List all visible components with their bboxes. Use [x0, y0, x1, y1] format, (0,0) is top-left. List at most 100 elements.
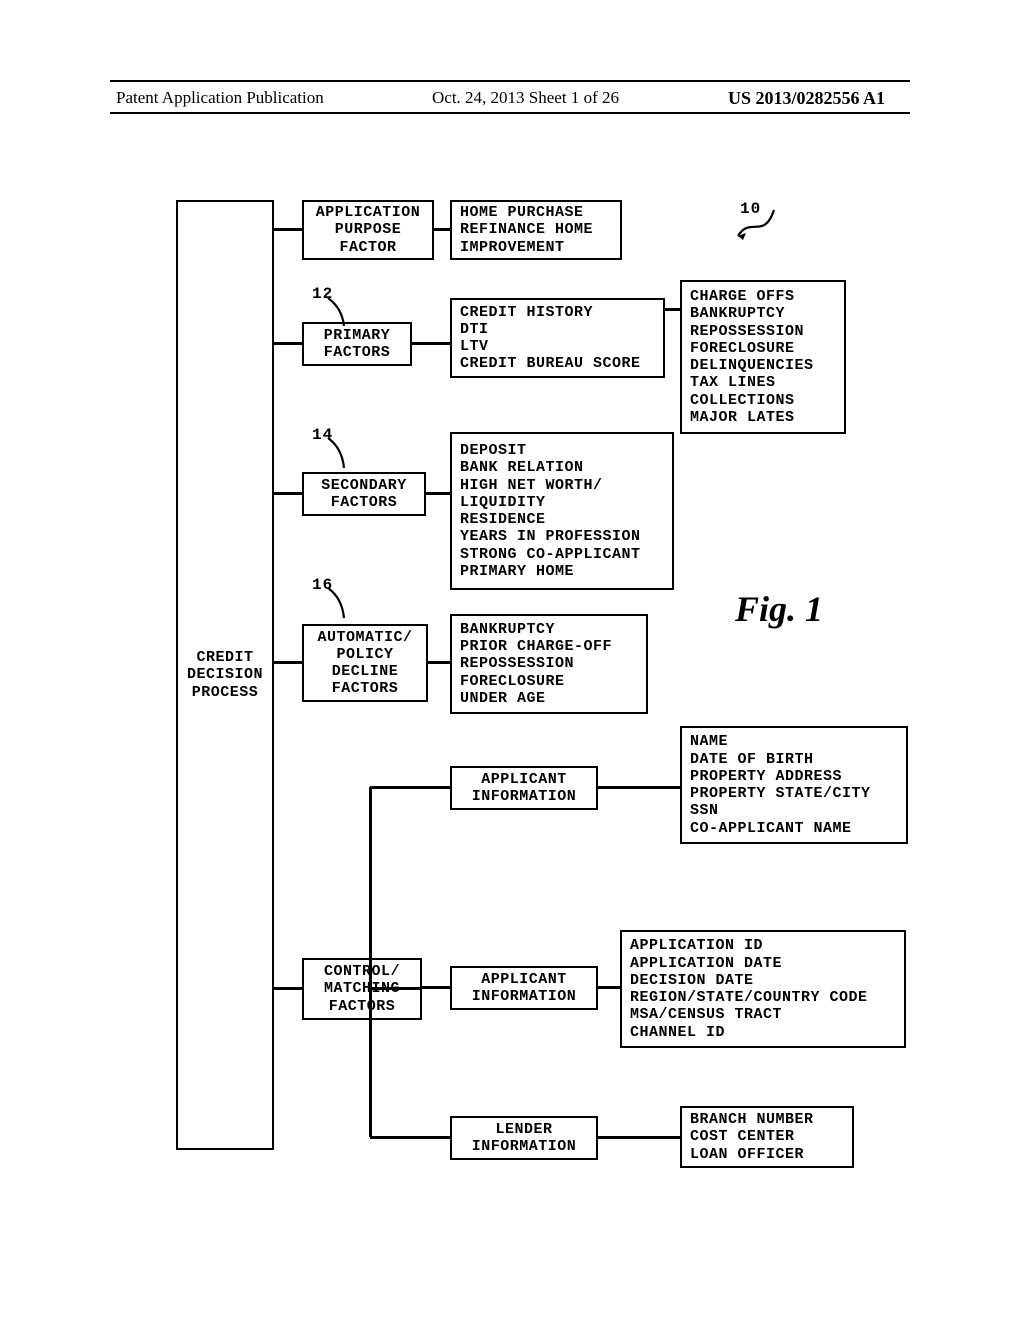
- box-line: UNDER AGE: [460, 690, 546, 707]
- box-line: APPLICANT: [481, 771, 567, 788]
- box-line: DEPOSIT: [460, 442, 527, 459]
- box-line: BRANCH NUMBER: [690, 1111, 814, 1128]
- box-primary_list: CREDIT HISTORYDTILTVCREDIT BUREAU SCORE: [450, 298, 665, 378]
- box-appinfo2: APPLICANTINFORMATION: [450, 966, 598, 1010]
- box-line: BANKRUPTCY: [690, 305, 785, 322]
- box-app_purpose_list: HOME PURCHASEREFINANCE HOMEIMPROVEMENT: [450, 200, 622, 260]
- box-line: TAX LINES: [690, 374, 776, 391]
- box-line: PRIMARY HOME: [460, 563, 574, 580]
- box-secondary_list: DEPOSITBANK RELATIONHIGH NET WORTH/LIQUI…: [450, 432, 674, 590]
- box-line: COST CENTER: [690, 1128, 795, 1145]
- box-line: SECONDARY: [321, 477, 407, 494]
- connector: [434, 228, 450, 231]
- box-line: APPLICATION: [316, 204, 421, 221]
- box-line: PROPERTY STATE/CITY: [690, 785, 871, 802]
- box-line: LTV: [460, 338, 489, 355]
- box-line: FACTORS: [331, 494, 398, 511]
- box-line: CONTROL/: [324, 963, 400, 980]
- box-line: CHARGE OFFS: [690, 288, 795, 305]
- connector: [369, 787, 372, 987]
- box-line: REGION/STATE/COUNTRY CODE: [630, 989, 868, 1006]
- box-line: AUTOMATIC/: [317, 629, 412, 646]
- box-line: DATE OF BIRTH: [690, 751, 814, 768]
- box-line: PROPERTY ADDRESS: [690, 768, 842, 785]
- connector: [426, 492, 450, 495]
- connector: [428, 661, 450, 664]
- box-line: LIQUIDITY: [460, 494, 546, 511]
- box-line: COLLECTIONS: [690, 392, 795, 409]
- header-pub-label: Patent Application Publication: [116, 88, 324, 108]
- connector: [598, 1136, 680, 1139]
- box-line: PURPOSE: [335, 221, 402, 238]
- box-line: NAME: [690, 733, 728, 750]
- refnum-lead-r16: [328, 588, 358, 618]
- connector: [274, 228, 302, 231]
- header-date-label: Oct. 24, 2013 Sheet 1 of 26: [432, 88, 619, 108]
- patent-figure-page: Patent Application Publication Oct. 24, …: [0, 0, 1024, 1320]
- connector: [412, 342, 450, 345]
- connector: [274, 492, 302, 495]
- box-line: MSA/CENSUS TRACT: [630, 1006, 782, 1023]
- connector: [598, 986, 620, 989]
- box-line: PRIMARY: [324, 327, 391, 344]
- box-line: RESIDENCE: [460, 511, 546, 528]
- figure-label: Fig. 1: [735, 588, 823, 630]
- box-line: CREDIT HISTORY: [460, 304, 593, 321]
- connector: [370, 786, 450, 789]
- box-line: REFINANCE HOME: [460, 221, 593, 238]
- box-line: CHANNEL ID: [630, 1024, 725, 1041]
- box-line: DECISION: [187, 666, 263, 683]
- box-line: LENDER: [495, 1121, 552, 1138]
- box-line: IMPROVEMENT: [460, 239, 565, 256]
- box-line: APPLICATION ID: [630, 937, 763, 954]
- box-line: BANKRUPTCY: [460, 621, 555, 638]
- box-line: FACTORS: [332, 680, 399, 697]
- connector: [422, 986, 450, 989]
- refnum-lead-r10: [738, 206, 778, 242]
- box-line: PRIOR CHARGE-OFF: [460, 638, 612, 655]
- box-line: YEARS IN PROFESSION: [460, 528, 641, 545]
- box-primary: PRIMARYFACTORS: [302, 322, 412, 366]
- box-line: BANK RELATION: [460, 459, 584, 476]
- box-line: DELINQUENCIES: [690, 357, 814, 374]
- box-line: FACTORS: [329, 998, 396, 1015]
- box-line: CREDIT BUREAU SCORE: [460, 355, 641, 372]
- box-line: INFORMATION: [472, 1138, 577, 1155]
- box-line: STRONG CO-APPLICANT: [460, 546, 641, 563]
- box-appinfo1_list: NAMEDATE OF BIRTHPROPERTY ADDRESSPROPERT…: [680, 726, 908, 844]
- box-line: CREDIT: [196, 649, 253, 666]
- connector: [274, 342, 302, 345]
- box-line: DECLINE: [332, 663, 399, 680]
- connector: [598, 786, 680, 789]
- box-line: HOME PURCHASE: [460, 204, 584, 221]
- box-decline: AUTOMATIC/POLICYDECLINEFACTORS: [302, 624, 428, 702]
- box-line: FACTORS: [324, 344, 391, 361]
- box-line: LOAN OFFICER: [690, 1146, 804, 1163]
- box-line: APPLICANT: [481, 971, 567, 988]
- box-line: FORECLOSURE: [460, 673, 565, 690]
- box-secondary: SECONDARYFACTORS: [302, 472, 426, 516]
- box-line: POLICY: [336, 646, 393, 663]
- box-line: FORECLOSURE: [690, 340, 795, 357]
- box-line: MAJOR LATES: [690, 409, 795, 426]
- box-appinfo1: APPLICANTINFORMATION: [450, 766, 598, 810]
- box-lender: LENDERINFORMATION: [450, 1116, 598, 1160]
- connector: [665, 308, 680, 311]
- box-chargeoffs: CHARGE OFFSBANKRUPTCYREPOSSESSIONFORECLO…: [680, 280, 846, 434]
- connector: [370, 1136, 450, 1139]
- header-docnum: US 2013/0282556 A1: [728, 88, 885, 109]
- box-line: INFORMATION: [472, 988, 577, 1005]
- box-decline_list: BANKRUPTCYPRIOR CHARGE-OFFREPOSSESSIONFO…: [450, 614, 648, 714]
- box-line: DTI: [460, 321, 489, 338]
- box-line: REPOSSESSION: [690, 323, 804, 340]
- box-app_purpose: APPLICATIONPURPOSEFACTOR: [302, 200, 434, 260]
- box-appinfo2_list: APPLICATION IDAPPLICATION DATEDECISION D…: [620, 930, 906, 1048]
- box-line: CO-APPLICANT NAME: [690, 820, 852, 837]
- connector: [372, 987, 422, 990]
- connector: [274, 661, 302, 664]
- box-line: SSN: [690, 802, 719, 819]
- box-line: PROCESS: [192, 684, 259, 701]
- box-line: APPLICATION DATE: [630, 955, 782, 972]
- box-lender_list: BRANCH NUMBERCOST CENTERLOAN OFFICER: [680, 1106, 854, 1168]
- box-line: DECISION DATE: [630, 972, 754, 989]
